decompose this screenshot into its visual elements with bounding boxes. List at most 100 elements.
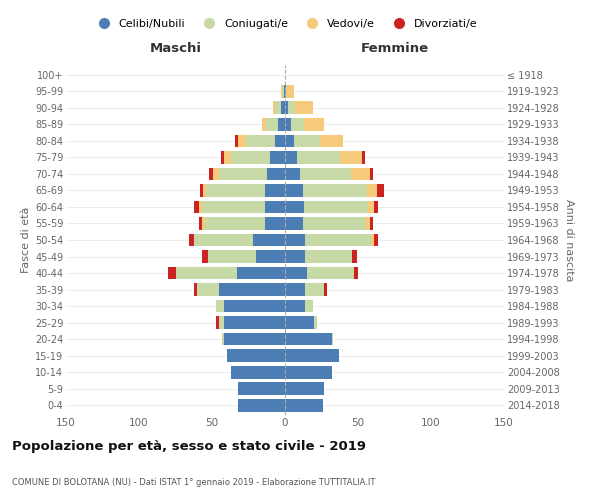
Bar bbox=[285, 332, 332, 345]
Bar bbox=[202, 250, 208, 263]
Bar bbox=[285, 366, 332, 378]
Bar bbox=[238, 398, 285, 411]
Bar bbox=[285, 184, 302, 197]
Bar bbox=[209, 168, 214, 180]
Bar bbox=[224, 151, 231, 164]
Bar bbox=[285, 118, 291, 131]
Bar bbox=[299, 168, 351, 180]
Bar bbox=[237, 266, 285, 280]
Bar bbox=[194, 283, 197, 296]
Bar bbox=[224, 332, 285, 345]
Bar bbox=[285, 266, 307, 280]
Text: Popolazione per età, sesso e stato civile - 2019: Popolazione per età, sesso e stato civil… bbox=[12, 440, 366, 453]
Bar bbox=[288, 102, 295, 114]
Bar bbox=[220, 316, 224, 329]
Bar bbox=[302, 217, 365, 230]
Bar bbox=[302, 184, 367, 197]
Bar bbox=[305, 250, 352, 263]
Bar bbox=[262, 118, 266, 131]
Bar bbox=[285, 134, 294, 147]
Bar bbox=[194, 200, 199, 213]
Bar bbox=[304, 200, 368, 213]
Bar bbox=[265, 184, 285, 197]
Bar bbox=[203, 184, 206, 197]
Bar bbox=[200, 184, 203, 197]
Bar bbox=[278, 118, 285, 131]
Bar bbox=[370, 217, 373, 230]
Bar bbox=[168, 266, 176, 280]
Bar bbox=[266, 118, 278, 131]
Bar bbox=[285, 102, 288, 114]
Bar bbox=[245, 134, 275, 147]
Bar bbox=[368, 200, 374, 213]
Bar bbox=[224, 316, 285, 329]
Bar bbox=[197, 283, 220, 296]
Bar bbox=[235, 134, 238, 147]
Bar bbox=[285, 151, 296, 164]
Bar bbox=[265, 200, 285, 213]
Bar bbox=[367, 184, 377, 197]
Bar bbox=[188, 234, 194, 246]
Bar bbox=[268, 168, 285, 180]
Bar bbox=[371, 234, 374, 246]
Bar bbox=[202, 200, 265, 213]
Bar bbox=[340, 151, 362, 164]
Bar bbox=[285, 382, 325, 395]
Bar bbox=[350, 168, 370, 180]
Bar bbox=[304, 118, 325, 131]
Bar bbox=[295, 102, 313, 114]
Bar bbox=[285, 398, 323, 411]
Bar bbox=[284, 85, 285, 98]
Bar bbox=[194, 234, 253, 246]
Bar bbox=[275, 102, 281, 114]
Bar bbox=[217, 300, 224, 312]
Bar bbox=[199, 217, 202, 230]
Bar bbox=[285, 217, 302, 230]
Bar bbox=[362, 151, 365, 164]
Bar bbox=[206, 184, 265, 197]
Bar bbox=[214, 168, 220, 180]
Bar bbox=[265, 217, 285, 230]
Bar bbox=[231, 151, 271, 164]
Text: Maschi: Maschi bbox=[149, 42, 202, 55]
Bar bbox=[285, 168, 299, 180]
Bar bbox=[274, 102, 275, 114]
Bar bbox=[332, 332, 333, 345]
Text: COMUNE DI BOLOTANA (NU) - Dati ISTAT 1° gennaio 2019 - Elaborazione TUTTITALIA.I: COMUNE DI BOLOTANA (NU) - Dati ISTAT 1° … bbox=[12, 478, 376, 487]
Bar bbox=[205, 217, 265, 230]
Bar bbox=[370, 168, 373, 180]
Bar bbox=[220, 283, 285, 296]
Bar bbox=[296, 151, 340, 164]
Bar bbox=[374, 234, 379, 246]
Legend: Celibi/Nubili, Coniugati/e, Vedovi/e, Divorziati/e: Celibi/Nubili, Coniugati/e, Vedovi/e, Di… bbox=[88, 14, 482, 34]
Bar bbox=[325, 283, 328, 296]
Bar bbox=[285, 234, 305, 246]
Bar bbox=[208, 250, 256, 263]
Bar bbox=[285, 283, 305, 296]
Bar bbox=[285, 85, 286, 98]
Bar bbox=[238, 382, 285, 395]
Bar bbox=[271, 151, 285, 164]
Bar bbox=[286, 85, 294, 98]
Bar bbox=[253, 234, 285, 246]
Bar bbox=[202, 217, 205, 230]
Bar bbox=[217, 316, 220, 329]
Bar bbox=[282, 85, 284, 98]
Bar bbox=[352, 250, 356, 263]
Y-axis label: Anni di nascita: Anni di nascita bbox=[563, 198, 574, 281]
Bar bbox=[222, 332, 224, 345]
Bar bbox=[281, 85, 282, 98]
Bar bbox=[227, 349, 285, 362]
Bar bbox=[238, 134, 245, 147]
Bar bbox=[307, 266, 353, 280]
Bar bbox=[291, 118, 304, 131]
Bar bbox=[285, 300, 305, 312]
Bar bbox=[285, 316, 314, 329]
Bar bbox=[221, 151, 224, 164]
Bar bbox=[294, 134, 320, 147]
Bar bbox=[224, 300, 285, 312]
Bar bbox=[281, 102, 285, 114]
Bar bbox=[365, 217, 370, 230]
Bar bbox=[199, 200, 202, 213]
Bar bbox=[314, 316, 317, 329]
